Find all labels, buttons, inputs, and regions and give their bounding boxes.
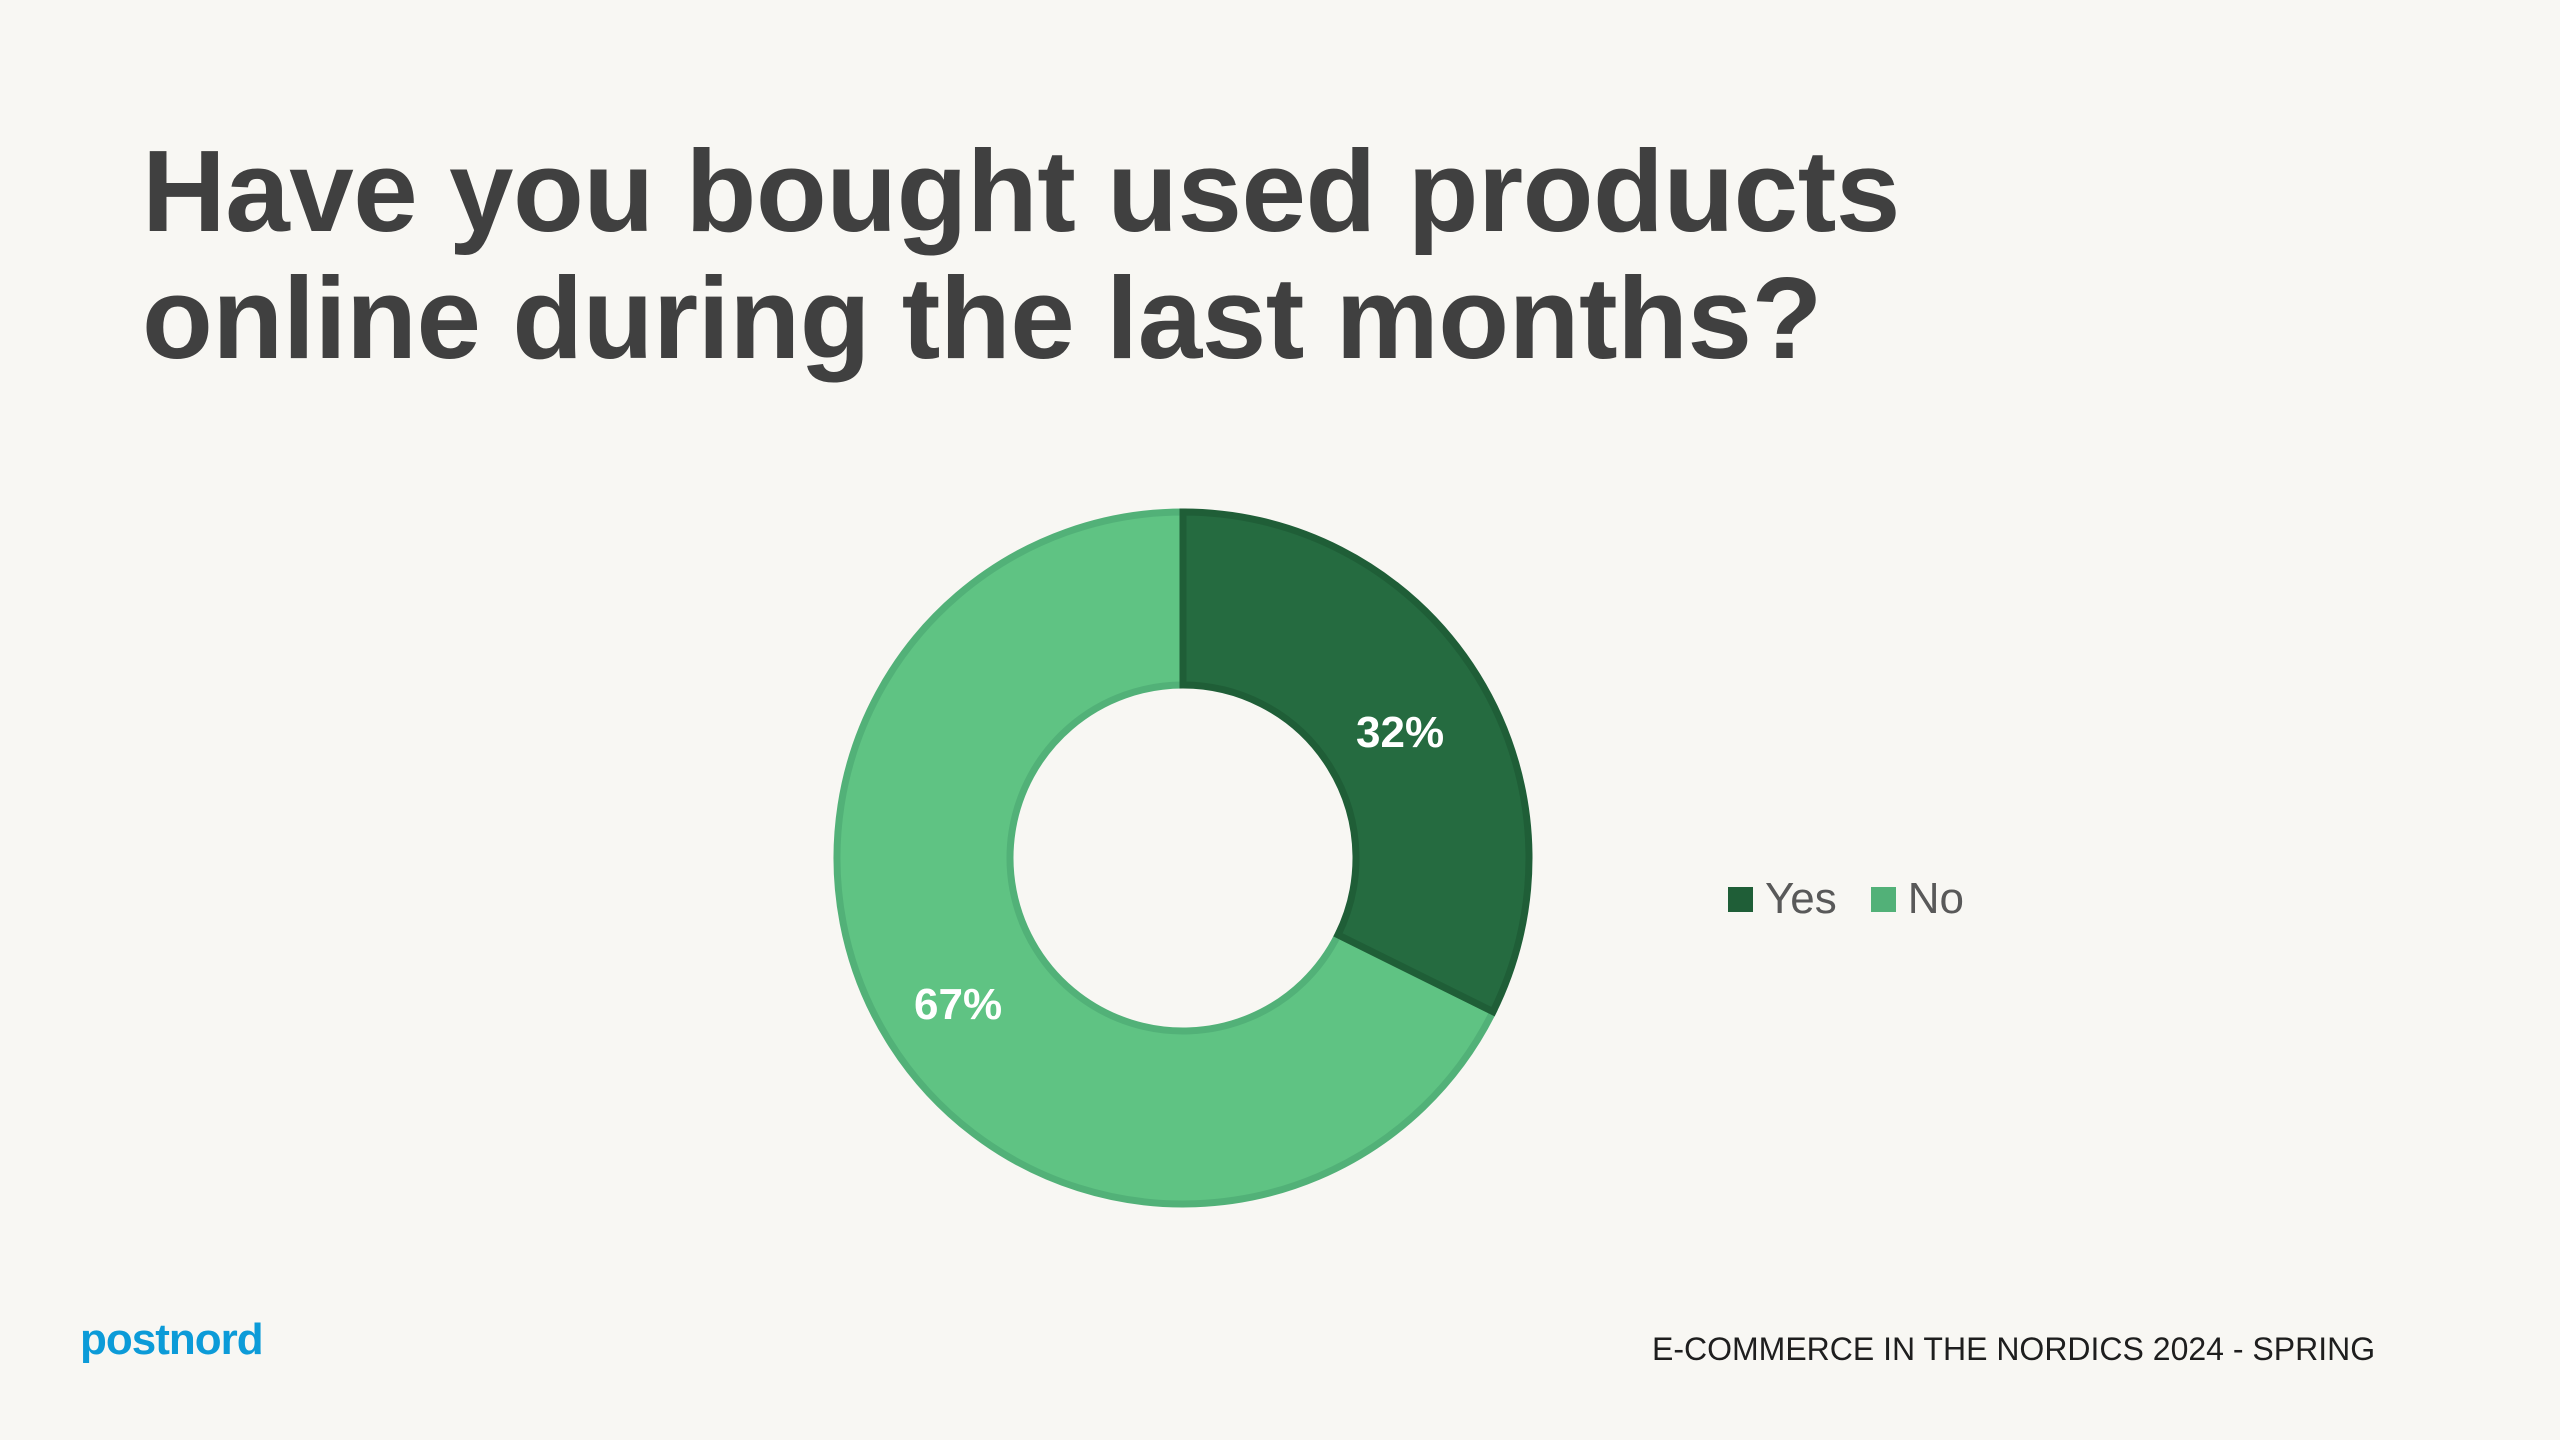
- title-line-2: online during the last months?: [142, 253, 1822, 383]
- legend-swatch-no: [1870, 886, 1896, 912]
- report-footer: E-COMMERCE IN THE NORDICS 2024 - SPRING: [1652, 1331, 2376, 1367]
- legend-item-no: No: [1870, 874, 1965, 923]
- slide-title: Have you bought used products online dur…: [142, 128, 1900, 382]
- legend-label-no: No: [1907, 874, 1965, 923]
- donut-slice-yes: [1179, 508, 1533, 1017]
- donut-slices: [833, 508, 1533, 1208]
- slice-label-yes: 32%: [1356, 708, 1445, 757]
- legend-swatch-yes: [1728, 886, 1753, 912]
- title-line-1: Have you bought used products: [142, 126, 1900, 256]
- postnord-logo: postnord: [80, 1315, 264, 1364]
- donut-slice-no: [833, 508, 1498, 1208]
- chart-legend: Yes No: [1728, 877, 1998, 921]
- slice-label-no: 67%: [914, 980, 1003, 1029]
- legend-label-yes: Yes: [1765, 874, 1837, 923]
- legend-item-yes: Yes: [1728, 877, 1837, 921]
